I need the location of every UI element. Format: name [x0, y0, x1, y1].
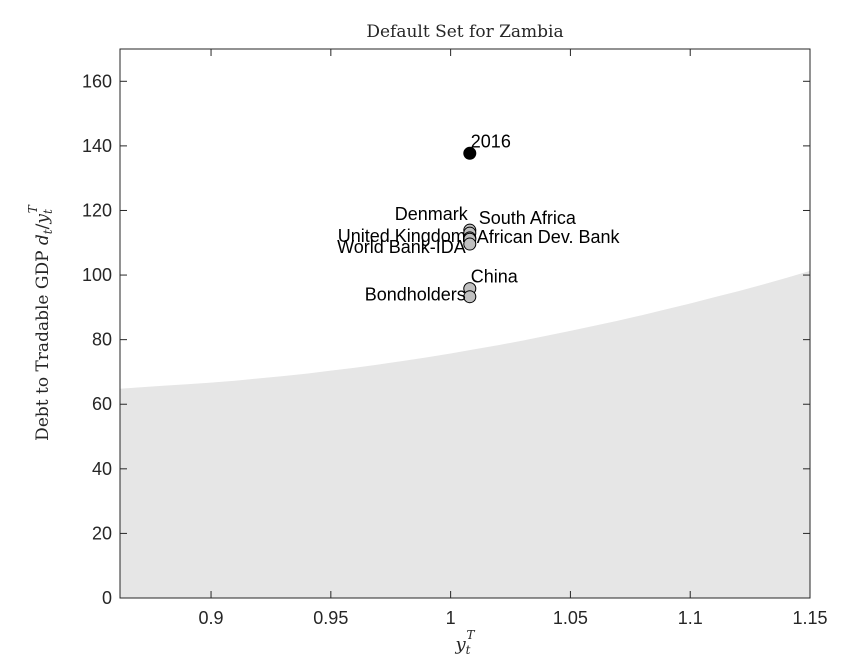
point-label: Denmark — [395, 204, 469, 224]
data-point — [463, 290, 477, 304]
x-axis-label-sup: T — [466, 628, 475, 642]
y-axis-label-num: d — [33, 234, 53, 245]
point-label: World Bank-IDA — [337, 237, 466, 257]
y-tick-label: 40 — [92, 459, 112, 479]
x-tick-label: 1.15 — [792, 608, 827, 628]
x-axis-label-base: y — [454, 634, 466, 655]
y-axis-label-slash: / — [33, 223, 53, 229]
point-label: China — [471, 267, 519, 287]
y-axis-label-den-sup: T — [26, 204, 40, 213]
y-tick-label: 140 — [82, 136, 112, 156]
default-region — [120, 270, 810, 598]
y-axis-label: Debt to Tradable GDP dt/ytT — [26, 204, 55, 441]
y-axis-label-text: Debt to Tradable GDP — [33, 245, 53, 441]
point-label: South Africa — [479, 208, 577, 228]
y-tick-label: 80 — [92, 330, 112, 350]
y-tick-label: 60 — [92, 394, 112, 414]
point-label: 2016 — [471, 131, 511, 151]
y-axis-ticks: 0 20 40 60 80 100 120 140 160 — [82, 71, 810, 608]
y-tick-label: 120 — [82, 200, 112, 220]
data-point — [463, 146, 477, 160]
y-tick-label: 100 — [82, 265, 112, 285]
point-label: Bondholders — [365, 285, 466, 305]
x-tick-label: 1.1 — [678, 608, 703, 628]
point-label: United Kingdom — [338, 226, 466, 246]
x-axis-ticks: 0.9 0.95 1 1.05 1.1 1.15 — [199, 49, 828, 628]
data-points — [463, 146, 477, 304]
y-tick-label: 160 — [82, 71, 112, 91]
chart-title: Default Set for Zambia — [366, 22, 563, 42]
x-tick-label: 0.95 — [313, 608, 348, 628]
x-tick-label: 0.9 — [199, 608, 224, 628]
x-tick-label: 1 — [446, 608, 456, 628]
x-axis-label: ytT — [454, 628, 475, 657]
x-axis-label-sub: t — [466, 643, 471, 657]
y-axis-label-den-sub: t — [41, 209, 55, 214]
y-axis-label-num-sub: t — [41, 229, 55, 234]
plot-frame — [119, 48, 811, 599]
data-point — [463, 237, 477, 251]
y-tick-label: 0 — [102, 588, 112, 608]
y-axis-label-den: y — [33, 214, 53, 225]
y-tick-label: 20 — [92, 523, 112, 543]
x-tick-label: 1.05 — [553, 608, 588, 628]
point-label: African Dev. Bank — [477, 227, 621, 247]
